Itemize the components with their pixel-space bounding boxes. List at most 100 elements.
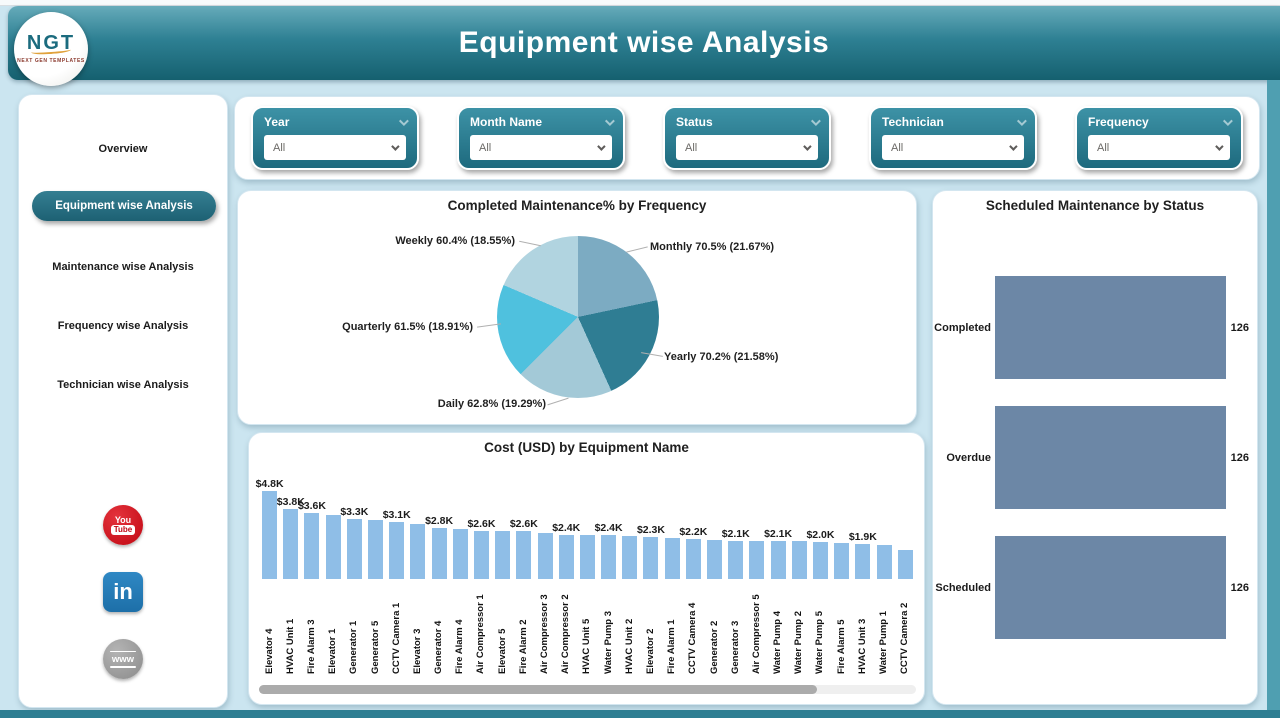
browser-edge-strip [0, 0, 1280, 6]
year-dropdown[interactable]: All [264, 135, 406, 160]
bar-stack [897, 473, 913, 579]
bar-category-label: HVAC Unit 1 [284, 618, 296, 674]
bar-rect[interactable] [685, 538, 701, 579]
logo-text: NGT [26, 32, 76, 54]
bar-rect[interactable] [262, 491, 278, 579]
bar-column[interactable]: Air Compressor 3 [534, 473, 555, 674]
bar-column[interactable]: $2.8K Generator 4 [425, 473, 453, 674]
bar-column[interactable]: HVAC Unit 2 [619, 473, 640, 674]
bar-rect[interactable] [452, 528, 468, 579]
bar-stack: $2.1K [764, 473, 792, 579]
status-row[interactable]: Scheduled 126 [933, 536, 1257, 639]
right-border-strip [1267, 80, 1280, 718]
status-row[interactable]: Completed 126 [933, 276, 1257, 379]
bar-rect[interactable] [304, 513, 320, 579]
chevron-down-icon[interactable] [810, 115, 821, 126]
status-bar-rect[interactable] [995, 536, 1226, 639]
frequency-dropdown[interactable]: All [1088, 135, 1230, 160]
bar-rect[interactable] [558, 535, 574, 579]
bar-rect[interactable] [283, 509, 299, 579]
bar-column[interactable]: $2.4K Water Pump 3 [595, 473, 623, 674]
bar-rect[interactable] [664, 537, 680, 579]
bar-rect[interactable] [601, 535, 617, 579]
bar-column[interactable]: $4.8K Elevator 4 [256, 473, 284, 674]
bar-rect[interactable] [431, 527, 447, 579]
bar-column[interactable]: Fire Alarm 1 [662, 473, 683, 674]
bar-column[interactable]: Fire Alarm 4 [450, 473, 471, 674]
bar-rect[interactable] [643, 536, 659, 579]
bar-column[interactable]: CCTV Camera 2 [895, 473, 916, 674]
bar-column[interactable]: Elevator 1 [323, 473, 344, 674]
bar-column[interactable]: Air Compressor 5 [746, 473, 767, 674]
bar-rect[interactable] [368, 520, 384, 579]
month-dropdown[interactable]: All [470, 135, 612, 160]
bar-rect[interactable] [791, 541, 807, 579]
bar-rect[interactable] [707, 539, 723, 579]
bar-rect[interactable] [537, 533, 553, 579]
bar-column[interactable]: Fire Alarm 5 [831, 473, 852, 674]
chevron-down-icon[interactable] [1222, 115, 1233, 126]
bar-column[interactable]: $2.1K Water Pump 4 [764, 473, 792, 675]
bar-rect[interactable] [495, 531, 511, 579]
status-bar-rect[interactable] [995, 406, 1226, 509]
bar-rect[interactable] [897, 549, 913, 579]
bar-rect[interactable] [325, 514, 341, 579]
bar-column[interactable]: $2.6K Fire Alarm 2 [510, 473, 538, 674]
technician-dropdown[interactable]: All [882, 135, 1024, 160]
bar-column[interactable]: HVAC Unit 5 [577, 473, 598, 674]
chevron-down-icon[interactable] [604, 115, 615, 126]
bar-rect[interactable] [389, 522, 405, 579]
bar-column[interactable]: $2.2K CCTV Camera 4 [679, 473, 707, 674]
bar-column[interactable]: Water Pump 2 [789, 473, 810, 674]
chevron-down-icon[interactable] [1016, 115, 1027, 126]
bar-column[interactable]: Elevator 5 [492, 473, 513, 674]
status-dropdown[interactable]: All [676, 135, 818, 160]
bar-column[interactable]: $2.6K Air Compressor 1 [467, 473, 495, 674]
sidebar-item-maintenance-wise-analysis[interactable]: Maintenance wise Analysis [52, 261, 194, 273]
bar-rect[interactable] [410, 524, 426, 579]
bar-category-label: Elevator 1 [327, 628, 339, 674]
bar-rect[interactable] [834, 543, 850, 579]
bar-column[interactable]: $3.8K HVAC Unit 1 [277, 473, 305, 674]
status-bar-rect[interactable] [995, 276, 1226, 379]
bar-rect[interactable] [855, 544, 871, 579]
bar-column[interactable]: $2.0K Water Pump 5 [806, 473, 834, 674]
sidebar-item-frequency-wise-analysis[interactable]: Frequency wise Analysis [57, 320, 189, 332]
bar-rect[interactable] [622, 535, 638, 579]
sidebar-item-overview[interactable]: Overview [98, 143, 148, 155]
bar-column[interactable]: $3.1K CCTV Camera 1 [383, 473, 411, 674]
social-links: You Tube in www [19, 505, 227, 679]
bar-column[interactable]: Generator 2 [704, 473, 725, 674]
sidebar-item-equipment-wise-analysis[interactable]: Equipment wise Analysis [32, 191, 216, 221]
bar-rect[interactable] [346, 518, 362, 579]
bar-stack: $2.2K [679, 473, 707, 579]
scrollbar-thumb[interactable] [259, 685, 818, 694]
bar-rect[interactable] [516, 531, 532, 579]
bar-rect[interactable] [579, 535, 595, 579]
bar-rect[interactable] [473, 531, 489, 579]
bar-rect[interactable] [812, 542, 828, 579]
bar-column[interactable]: Generator 5 [365, 473, 386, 674]
status-category-label: Completed [934, 321, 991, 334]
bar-rect[interactable] [728, 540, 744, 579]
bar-rect[interactable] [876, 545, 892, 579]
bar-column[interactable]: Water Pump 1 [873, 473, 894, 674]
website-globe-icon[interactable]: www [103, 639, 143, 679]
bar-column[interactable]: Elevator 3 [407, 473, 428, 674]
bar-value-label: $1.9K [848, 531, 877, 544]
youtube-icon[interactable]: You Tube [103, 505, 143, 545]
horizontal-scrollbar[interactable] [259, 685, 916, 694]
bar-column[interactable]: $1.9K HVAC Unit 3 [849, 473, 877, 674]
chevron-down-icon[interactable] [398, 115, 409, 126]
bar-column[interactable]: $2.3K Elevator 2 [637, 473, 665, 674]
bar-column[interactable]: $3.3K Generator 1 [340, 473, 368, 675]
bar-column[interactable]: $3.6K Fire Alarm 3 [298, 473, 326, 674]
bar-column[interactable]: $2.1K Generator 3 [722, 473, 750, 675]
pie-chart[interactable] [497, 236, 659, 398]
bar-rect[interactable] [749, 540, 765, 579]
sidebar-item-technician-wise-analysis[interactable]: Technician wise Analysis [57, 379, 189, 391]
bar-rect[interactable] [770, 540, 786, 579]
status-row[interactable]: Overdue 126 [933, 406, 1257, 509]
bar-column[interactable]: $2.4K Air Compressor 2 [552, 473, 580, 674]
linkedin-icon[interactable]: in [103, 572, 143, 612]
